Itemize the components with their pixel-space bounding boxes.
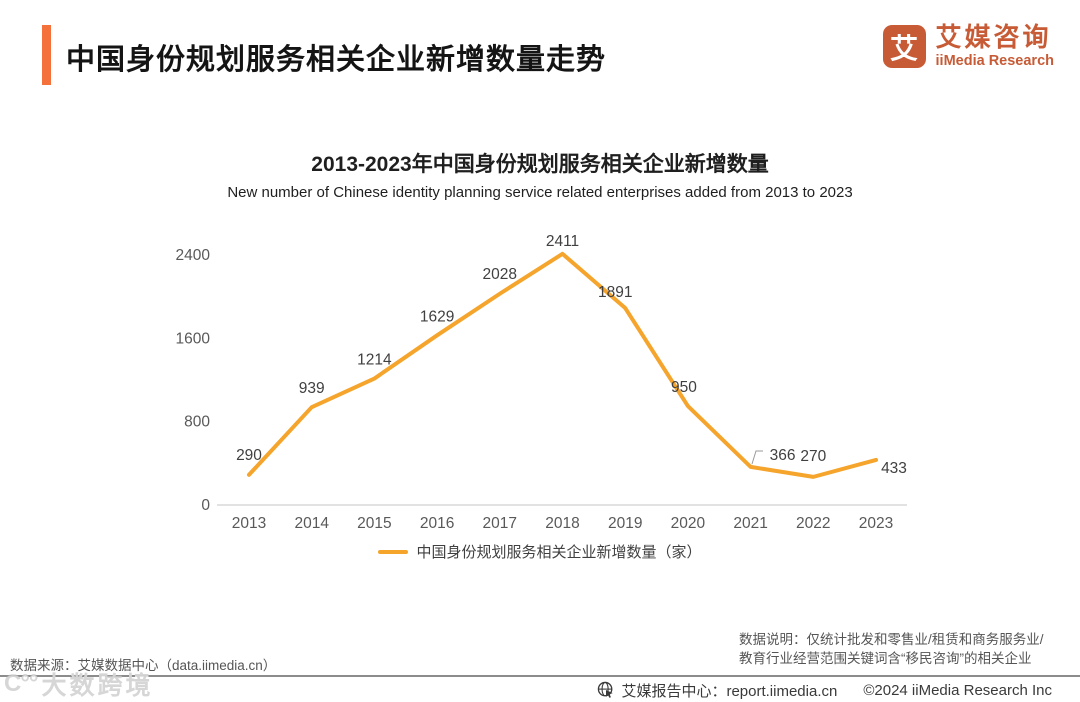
title-accent-bar (42, 25, 51, 85)
chart-title: 2013-2023年中国身份规划服务相关企业新增数量 (311, 153, 769, 176)
data-label: 2028 (483, 266, 517, 283)
watermark: C°° 大数跨境 (4, 666, 154, 702)
legend-line-swatch (378, 549, 409, 554)
x-tick-label: 2017 (483, 515, 517, 532)
data-label: 950 (671, 379, 697, 396)
watermark-logo-icon: C°° (4, 670, 39, 697)
x-tick-label: 2018 (545, 515, 579, 532)
x-tick-label: 2016 (420, 515, 454, 532)
data-label: 366 (770, 447, 796, 464)
series-line (247, 251, 878, 479)
data-label: 939 (299, 380, 325, 397)
x-tick-label: 2021 (733, 515, 767, 532)
y-tick-label: 0 (201, 497, 210, 514)
x-tick-label: 2019 (608, 515, 642, 532)
x-tick-label: 2015 (357, 515, 391, 532)
y-tick-label: 1600 (176, 330, 211, 347)
iimedia-logo: 艾 艾媒咨询 iiMedia Research (882, 22, 1054, 70)
y-tick-label: 800 (184, 414, 210, 431)
page-title: 中国身份规划服务相关企业新增数量走势 (66, 44, 607, 76)
globe-cursor-icon (598, 681, 614, 698)
report-center-text[interactable]: 艾媒报告中心：report.iimedia.cn (621, 682, 838, 700)
data-label: 2411 (546, 233, 579, 250)
watermark-text: 大数跨境 (41, 672, 154, 700)
logo-name-en: iiMedia Research (935, 53, 1054, 70)
data-label: 1891 (598, 284, 632, 301)
data-label: 270 (800, 448, 826, 465)
y-tick-label: 2400 (176, 247, 211, 264)
x-tick-label: 2013 (232, 515, 266, 532)
data-note-text: 数据说明：仅统计批发和零售业/租赁和商务服务业/教育行业经营范围关键词含“移民咨… (739, 632, 1044, 666)
iimedia-logo-icon: 艾 (882, 25, 926, 69)
legend-label: 中国身份规划服务相关企业新增数量（家） (416, 544, 702, 561)
logo-name-cn: 艾媒咨询 (935, 22, 1052, 52)
data-source-text: 数据来源：艾媒数据中心（data.iimedia.cn） (10, 658, 277, 673)
x-tick-label: 2022 (796, 515, 830, 532)
copyright-text: ©2024 iiMedia Research Inc (863, 681, 1052, 699)
chart-legend: 中国身份规划服务相关企业新增数量（家） (0, 541, 1080, 562)
report-center: 艾媒报告中心：report.iimedia.cn (597, 680, 837, 701)
footer-divider (0, 675, 1080, 677)
chart-subtitle: New number of Chinese identity planning … (227, 184, 853, 201)
data-label: 290 (236, 447, 262, 464)
x-tick-label: 2023 (859, 515, 893, 532)
x-tick-label: 2014 (294, 515, 329, 532)
footer-bar: 艾媒报告中心：report.iimedia.cn ©2024 iiMedia R… (597, 679, 1052, 701)
data-label: 1214 (357, 352, 392, 369)
data-label: 1629 (420, 308, 454, 325)
iimedia-logo-text: 艾媒咨询 iiMedia Research (935, 22, 1054, 70)
data-label: 433 (881, 460, 907, 477)
x-tick-label: 2020 (671, 515, 706, 532)
label-leader-line (751, 450, 763, 465)
